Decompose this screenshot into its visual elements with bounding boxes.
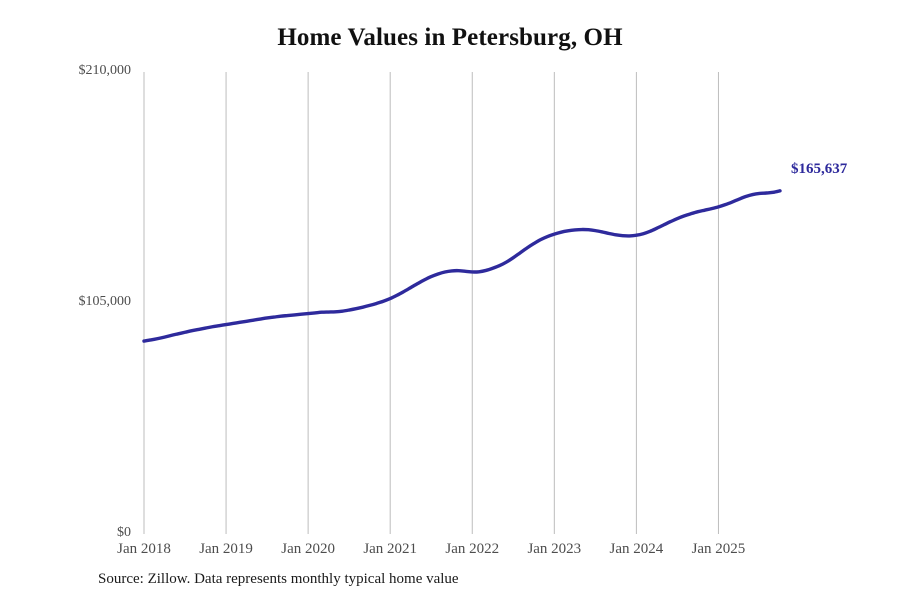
vertical-gridlines: [143, 72, 719, 534]
series-layer: [142, 189, 782, 343]
x-tick-label-jan-2023: Jan 2023: [527, 541, 582, 557]
x-tick-label-jan-2020: Jan 2020: [281, 541, 335, 557]
y-tick-label-0: $0: [117, 525, 131, 540]
chart-title: Home Values in Petersburg, OH: [277, 24, 623, 51]
x-tick-label-jan-2018: Jan 2018: [117, 541, 171, 557]
chart-footnote: Source: Zillow. Data represents monthly …: [98, 571, 459, 587]
x-tick-label-jan-2025: Jan 2025: [691, 541, 746, 557]
annotation-end-value: $165,637: [791, 160, 848, 177]
x-tick-label-jan-2024: Jan 2024: [609, 541, 664, 557]
y-tick-label-105000: $105,000: [78, 294, 132, 309]
x-tick-label-jan-2021: Jan 2021: [363, 541, 418, 557]
x-tick-label-jan-2022: Jan 2022: [445, 541, 500, 557]
x-tick-label-jan-2019: Jan 2019: [199, 541, 253, 557]
y-tick-label-210000: $210,000: [78, 63, 132, 78]
series-line-typical-home-value: [142, 189, 782, 343]
